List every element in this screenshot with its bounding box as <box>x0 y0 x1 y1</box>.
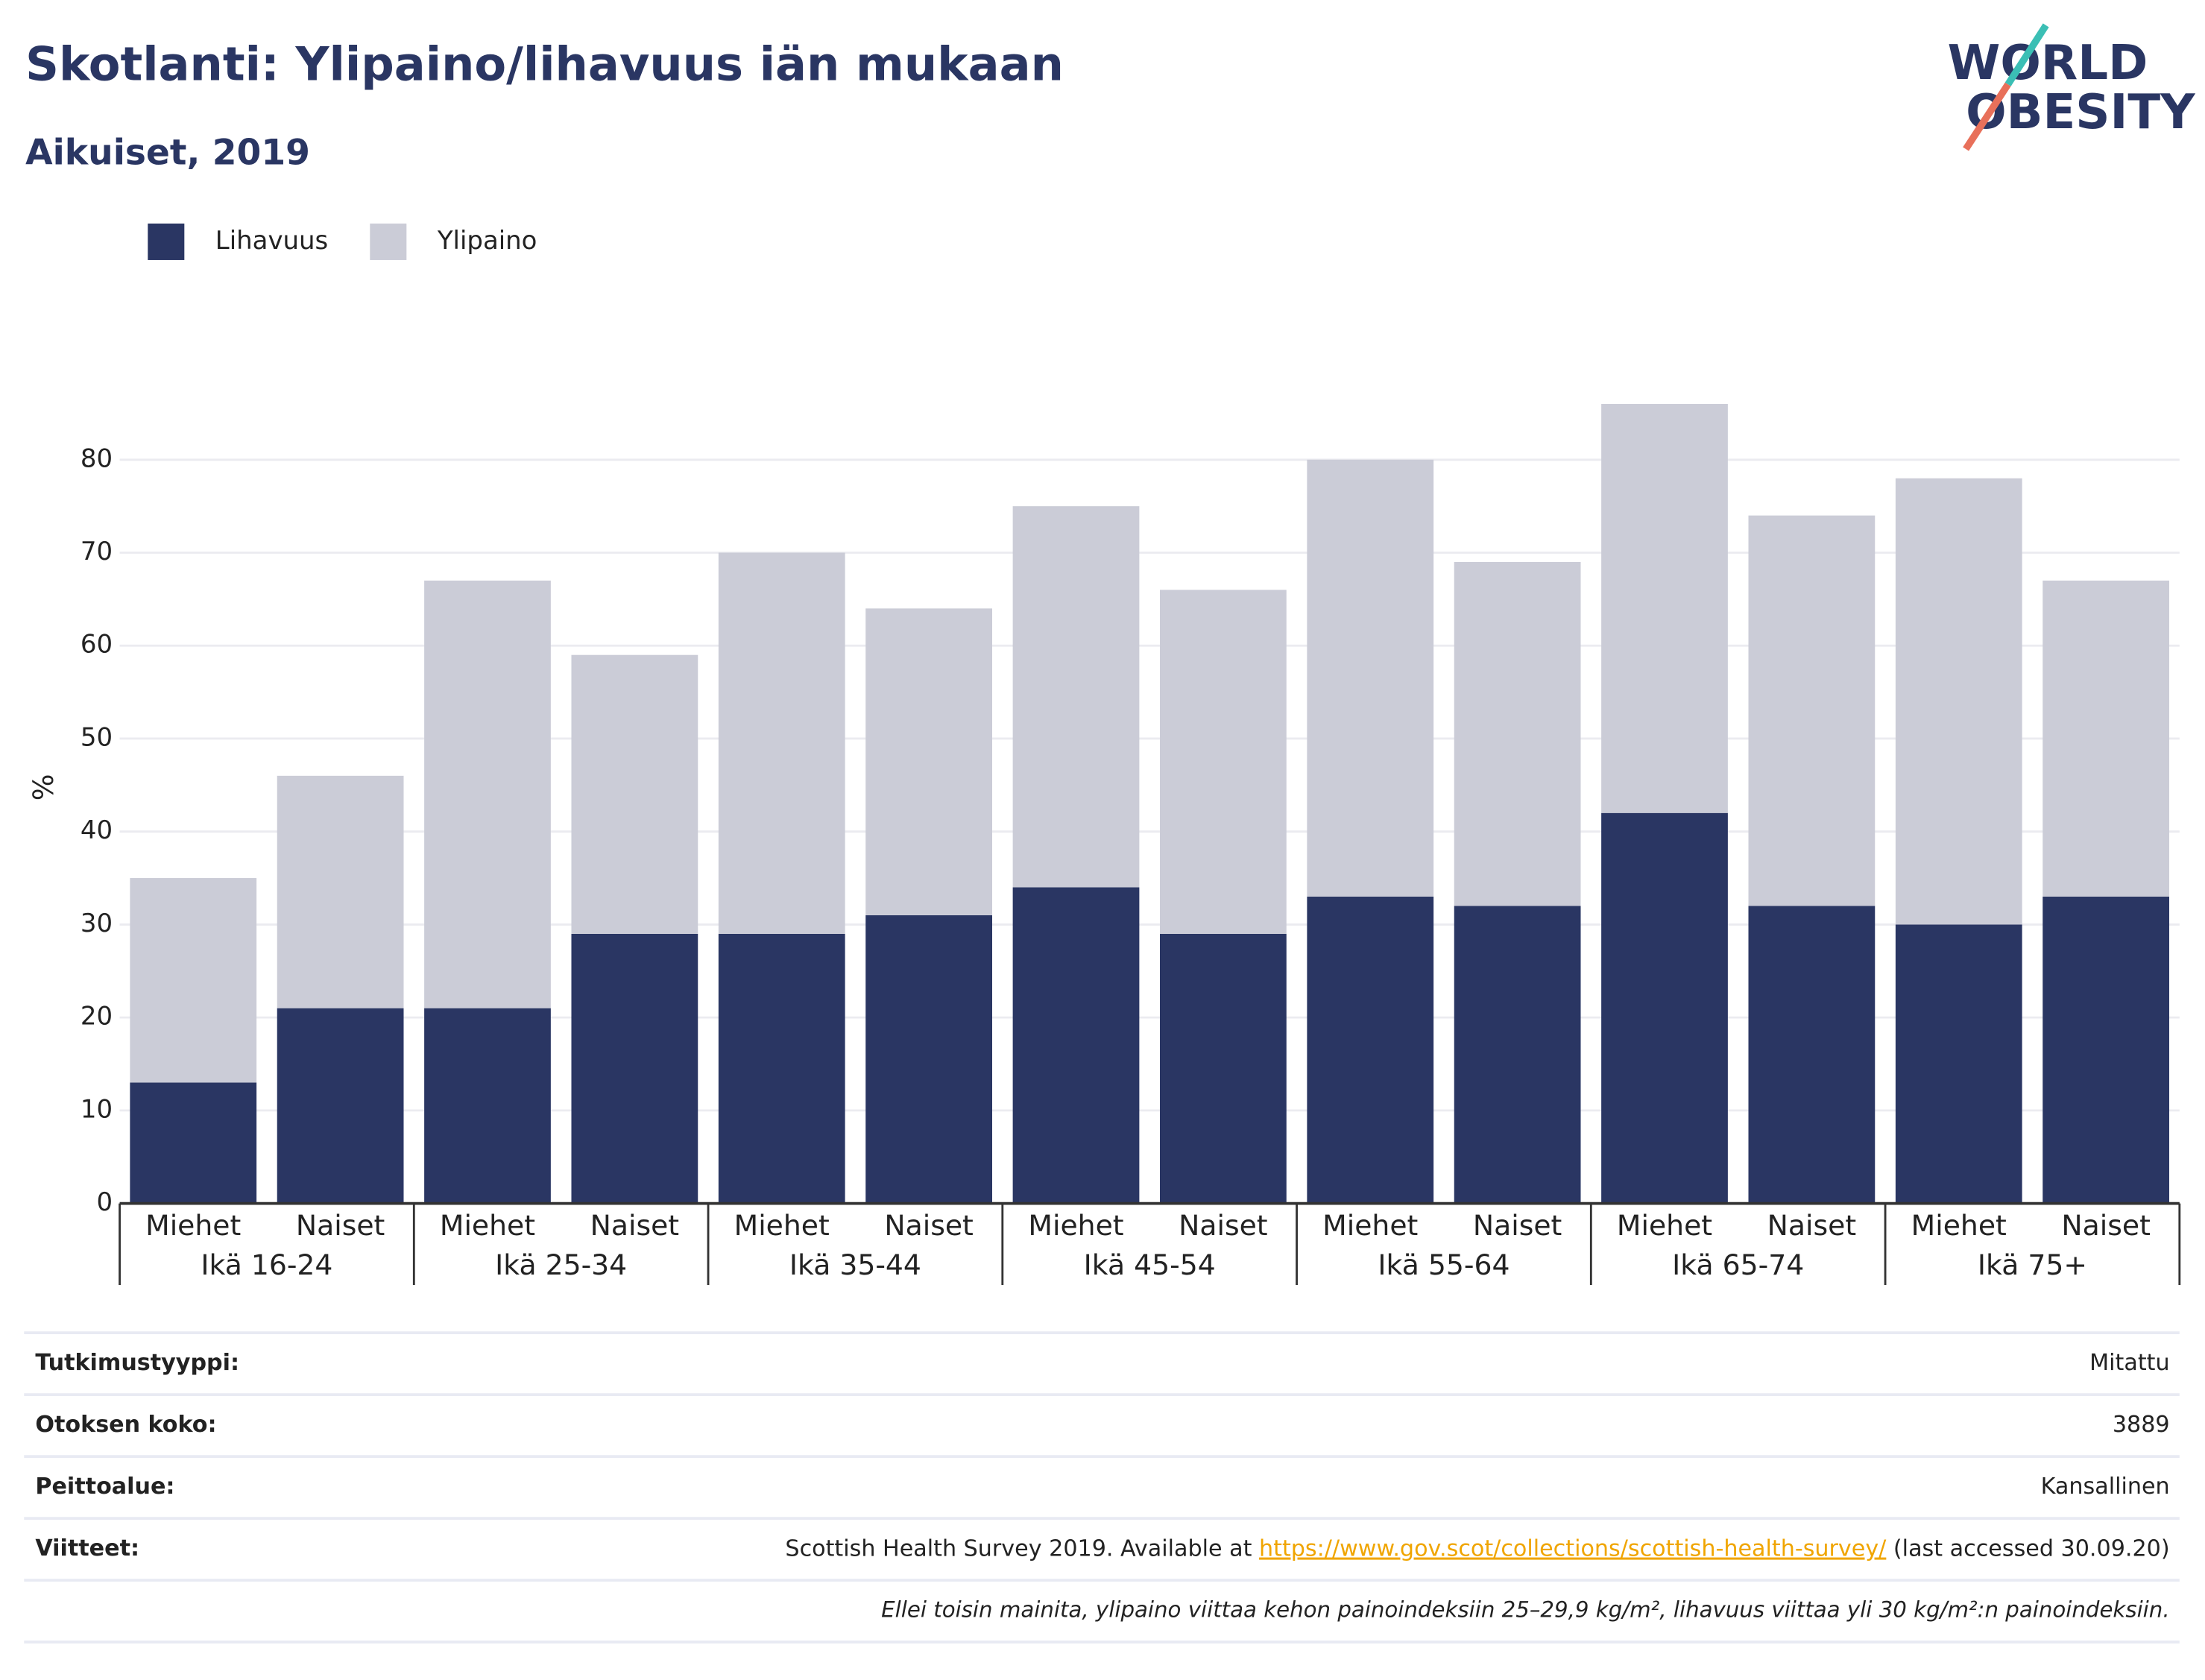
reference-link[interactable]: https://www.gov.scot/collections/scottis… <box>1259 1535 1887 1561</box>
y-axis-label: % <box>27 774 60 800</box>
y-tick-label: 0 <box>97 1187 113 1217</box>
bar-segment <box>1307 459 1434 897</box>
footnote: Ellei toisin mainita, ylipaino viittaa k… <box>881 1597 2169 1623</box>
x-tick-label: Naiset <box>1767 1209 1856 1242</box>
logo-slash <box>2004 23 2049 86</box>
bar-segment <box>1307 896 1434 1204</box>
bar-segment <box>865 915 993 1204</box>
x-tick-label: Naiset <box>296 1209 385 1242</box>
row-value: Scottish Health Survey 2019. Available a… <box>785 1535 2169 1561</box>
group-label: Ikä 25-34 <box>495 1248 627 1281</box>
bar-segment <box>2042 580 2170 897</box>
legend-swatch <box>148 223 185 260</box>
bar-segment <box>130 1082 257 1204</box>
bar-segment <box>424 1008 551 1204</box>
bar-segment <box>1454 561 1581 906</box>
legend-swatch <box>370 223 407 260</box>
row-label: Viitteet: <box>35 1535 139 1561</box>
chart-subtitle: Aikuiset, 2019 <box>25 132 310 173</box>
bar-segment <box>277 1008 404 1204</box>
bar-segment <box>865 608 993 915</box>
bar-segment <box>1454 906 1581 1204</box>
y-tick-label: 10 <box>81 1094 113 1124</box>
bar-segment <box>1159 933 1287 1204</box>
group-label: Ikä 35-44 <box>789 1248 921 1281</box>
bar-segment <box>277 775 404 1008</box>
y-tick-label: 50 <box>81 722 113 752</box>
x-tick-label: Miehet <box>1911 1209 2007 1242</box>
x-tick-label: Miehet <box>145 1209 241 1242</box>
y-tick-label: 40 <box>81 815 113 845</box>
y-tick-label: 70 <box>81 537 113 566</box>
bar-segment <box>1748 906 1876 1204</box>
x-tick-label: Naiset <box>2061 1209 2150 1242</box>
y-tick-label: 80 <box>81 443 113 473</box>
y-tick-label: 60 <box>81 630 113 660</box>
x-tick-label: Miehet <box>1617 1209 1712 1242</box>
bar-segment <box>1601 812 1728 1204</box>
row-value: 3889 <box>2113 1412 2170 1438</box>
x-tick-label: Naiset <box>1179 1209 1267 1242</box>
row-label: Tutkimustyyppi: <box>35 1350 239 1376</box>
bar-segment <box>1012 506 1140 888</box>
bar-segment <box>1895 924 2022 1204</box>
legend-label: Lihavuus <box>215 226 328 256</box>
x-tick-label: Naiset <box>884 1209 973 1242</box>
bar-segment <box>130 878 257 1083</box>
bar-segment <box>424 580 551 1008</box>
group-label: Ikä 55-64 <box>1378 1248 1510 1281</box>
row-label: Peittoalue: <box>35 1474 174 1500</box>
bar-segment <box>718 933 845 1204</box>
logo-text: WORLD <box>1948 35 2148 91</box>
reference-text: (last accessed 30.09.20) <box>1886 1535 2169 1561</box>
x-tick-label: Miehet <box>1322 1209 1418 1242</box>
reference-text: Scottish Health Survey 2019. Available a… <box>785 1535 1259 1561</box>
group-label: Ikä 45-54 <box>1084 1248 1216 1281</box>
bar-segment <box>571 933 698 1204</box>
row-value: Kansallinen <box>2041 1474 2170 1500</box>
x-tick-label: Miehet <box>1028 1209 1123 1242</box>
bar-segment <box>1601 403 1728 813</box>
chart-title: Skotlanti: Ylipaino/lihavuus iän mukaan <box>25 37 1064 92</box>
x-tick-label: Miehet <box>734 1209 830 1242</box>
bar-segment <box>1012 887 1140 1204</box>
legend-label: Ylipaino <box>437 226 537 256</box>
bar-segment <box>571 654 698 934</box>
bar-segment <box>1895 478 2022 925</box>
x-tick-label: Miehet <box>440 1209 535 1242</box>
bar-segment <box>1159 590 1287 934</box>
row-value: Mitattu <box>2089 1350 2169 1376</box>
bar-segment <box>1748 515 1876 906</box>
group-label: Ikä 65-74 <box>1672 1248 1804 1281</box>
x-tick-label: Naiset <box>1473 1209 1562 1242</box>
group-label: Ikä 16-24 <box>201 1248 332 1281</box>
y-tick-label: 20 <box>81 1002 113 1032</box>
group-label: Ikä 75+ <box>1978 1248 2087 1281</box>
bar-segment <box>2042 896 2170 1204</box>
bar-segment <box>718 552 845 934</box>
x-tick-label: Naiset <box>590 1209 679 1242</box>
row-label: Otoksen koko: <box>35 1412 216 1438</box>
y-tick-label: 30 <box>81 909 113 938</box>
logo-slash <box>1963 82 2011 151</box>
